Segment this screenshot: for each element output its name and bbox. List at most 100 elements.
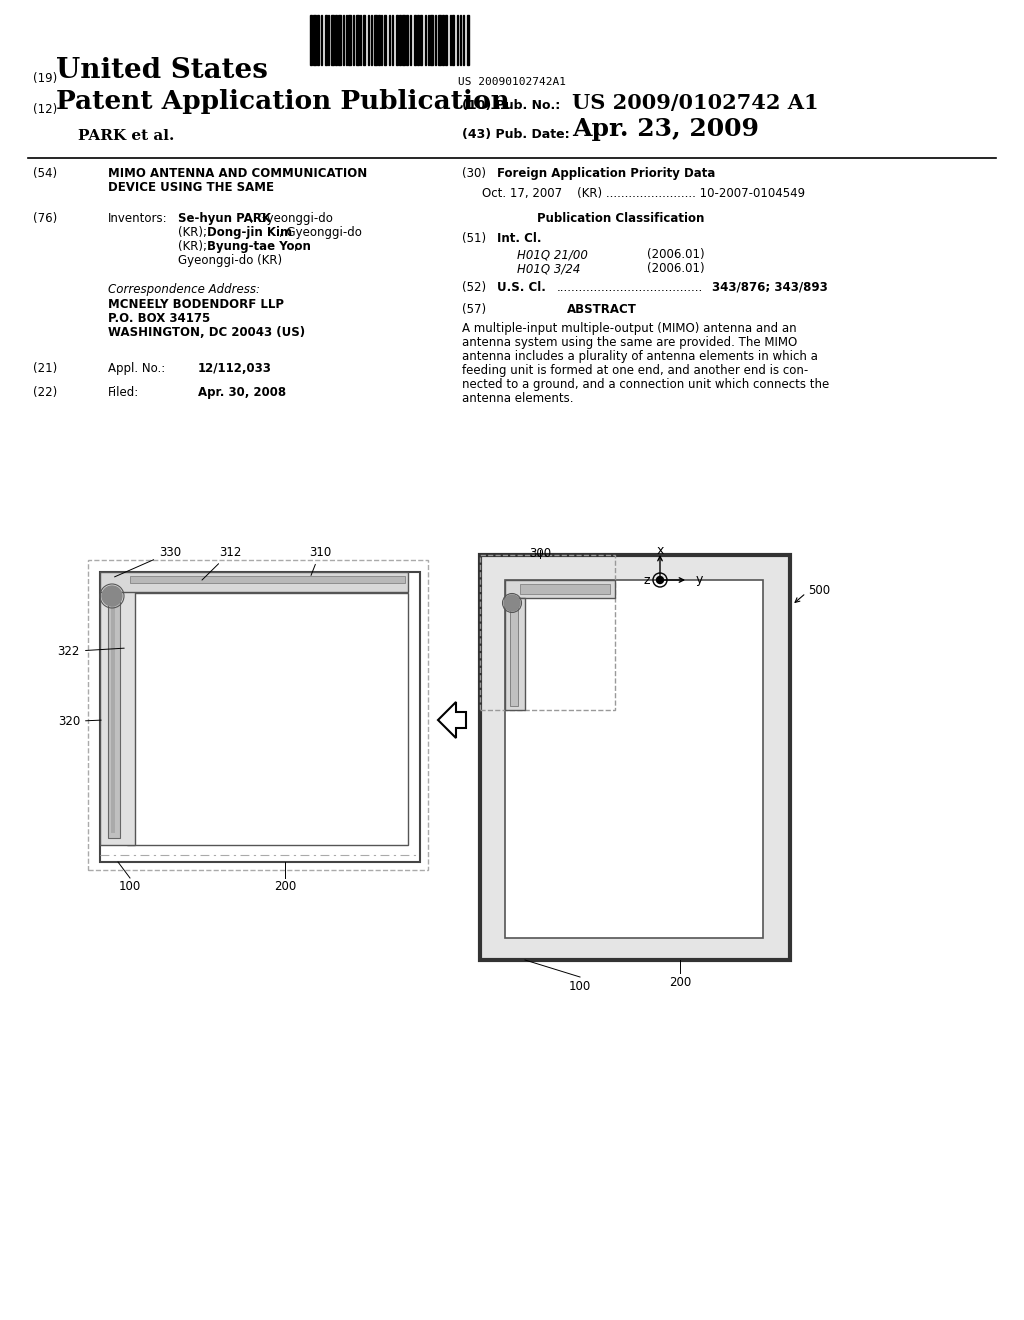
Text: .......................................: ....................................... (557, 281, 703, 294)
Polygon shape (438, 702, 466, 738)
Text: 322: 322 (57, 645, 124, 657)
Bar (480, 554, 790, 960)
Bar (313, 15, 316, 65)
Text: Correspondence Address:: Correspondence Address: (108, 282, 260, 296)
Text: Patent Application Publication: Patent Application Publication (56, 88, 510, 114)
Bar (348, 15, 351, 65)
Text: 320: 320 (57, 715, 101, 729)
Text: WASHINGTON, DC 20043 (US): WASHINGTON, DC 20043 (US) (108, 326, 305, 339)
Bar (430, 15, 433, 65)
Bar (417, 15, 419, 65)
Text: antenna elements.: antenna elements. (462, 392, 573, 405)
Bar (510, 603, 518, 706)
Text: 343/876; 343/893: 343/876; 343/893 (712, 281, 827, 294)
Text: (2006.01): (2006.01) (647, 248, 705, 261)
Bar (414, 15, 416, 65)
Bar (399, 15, 401, 65)
Text: (2006.01): (2006.01) (647, 261, 705, 275)
Text: MIMO ANTENNA AND COMMUNICATION: MIMO ANTENNA AND COMMUNICATION (108, 168, 368, 180)
Text: y: y (696, 573, 703, 586)
Text: (21): (21) (33, 362, 57, 375)
Text: antenna system using the same are provided. The MIMO: antenna system using the same are provid… (462, 337, 798, 348)
Bar (362, 15, 365, 65)
Text: P.O. BOX 34175: P.O. BOX 34175 (108, 312, 210, 325)
Text: (12): (12) (33, 103, 57, 116)
Text: (22): (22) (33, 385, 57, 399)
Bar (396, 15, 398, 65)
Text: A multiple-input multiple-output (MIMO) antenna and an: A multiple-input multiple-output (MIMO) … (462, 322, 797, 335)
Text: 312: 312 (202, 546, 242, 579)
Bar (130, 576, 406, 583)
Text: (51): (51) (462, 232, 486, 246)
Bar (127, 593, 408, 845)
Text: 200: 200 (273, 880, 296, 894)
Text: ,: , (293, 240, 297, 253)
Text: (30): (30) (462, 168, 486, 180)
Text: US 2009/0102742 A1: US 2009/0102742 A1 (572, 92, 818, 114)
Text: 300: 300 (529, 546, 551, 560)
Bar (331, 15, 334, 65)
Text: x: x (656, 544, 664, 557)
Text: Apr. 23, 2009: Apr. 23, 2009 (572, 117, 759, 141)
Text: (54): (54) (33, 168, 57, 180)
Text: feeding unit is formed at one end, and another end is con-: feeding unit is formed at one end, and a… (462, 364, 808, 378)
Text: Apr. 30, 2008: Apr. 30, 2008 (198, 385, 286, 399)
Text: Inventors:: Inventors: (108, 213, 168, 224)
Text: , Gyeonggi-do: , Gyeonggi-do (250, 213, 333, 224)
Text: (76): (76) (33, 213, 57, 224)
Bar (505, 598, 525, 710)
Bar (520, 583, 610, 594)
Text: Byung-tae Yoon: Byung-tae Yoon (207, 240, 311, 253)
Text: z: z (643, 573, 650, 586)
Bar (100, 590, 135, 845)
Text: 12/112,033: 12/112,033 (198, 362, 272, 375)
Bar (338, 15, 341, 65)
Text: 100: 100 (569, 979, 591, 993)
Text: US 20090102742A1: US 20090102742A1 (458, 77, 566, 87)
Text: (10) Pub. No.:: (10) Pub. No.: (462, 99, 560, 112)
Bar (438, 15, 441, 65)
Bar (356, 15, 359, 65)
Bar (335, 15, 337, 65)
Text: , Gyeonggi-do: , Gyeonggi-do (279, 226, 361, 239)
Bar (467, 15, 469, 65)
Bar (108, 601, 120, 838)
Text: 500: 500 (808, 583, 830, 597)
Text: (19): (19) (33, 73, 57, 84)
Bar (100, 572, 420, 862)
Text: Dong-jin Kim: Dong-jin Kim (207, 226, 292, 239)
Text: antenna includes a plurality of antenna elements in which a: antenna includes a plurality of antenna … (462, 350, 818, 363)
Text: Oct. 17, 2007    (KR) ........................ 10-2007-0104549: Oct. 17, 2007 (KR) .....................… (482, 187, 805, 201)
Bar (505, 579, 763, 939)
Bar (378, 15, 380, 65)
Text: 310: 310 (309, 546, 331, 576)
Bar (505, 579, 615, 598)
Bar (452, 15, 454, 65)
Bar (88, 560, 428, 870)
Text: Foreign Application Priority Data: Foreign Application Priority Data (497, 168, 716, 180)
Bar (402, 15, 406, 65)
Text: Int. Cl.: Int. Cl. (497, 232, 542, 246)
Bar (384, 15, 386, 65)
Text: (KR);: (KR); (178, 240, 211, 253)
Text: U.S. Cl.: U.S. Cl. (497, 281, 546, 294)
Text: (52): (52) (462, 281, 486, 294)
Text: Gyeonggi-do (KR): Gyeonggi-do (KR) (178, 253, 283, 267)
Bar (442, 15, 444, 65)
Text: 100: 100 (119, 880, 141, 894)
Bar (374, 15, 377, 65)
Bar (310, 15, 312, 65)
Text: 200: 200 (669, 975, 691, 989)
Text: ABSTRACT: ABSTRACT (567, 304, 637, 315)
Circle shape (656, 577, 664, 583)
Bar (325, 15, 327, 65)
Bar (111, 605, 115, 833)
Text: DEVICE USING THE SAME: DEVICE USING THE SAME (108, 181, 274, 194)
Bar (406, 15, 408, 65)
Circle shape (504, 595, 520, 611)
Text: 330: 330 (115, 546, 181, 577)
Text: PARK et al.: PARK et al. (78, 129, 174, 143)
Bar (420, 15, 422, 65)
Text: nected to a ground, and a connection unit which connects the: nected to a ground, and a connection uni… (462, 378, 829, 391)
Bar (317, 15, 319, 65)
